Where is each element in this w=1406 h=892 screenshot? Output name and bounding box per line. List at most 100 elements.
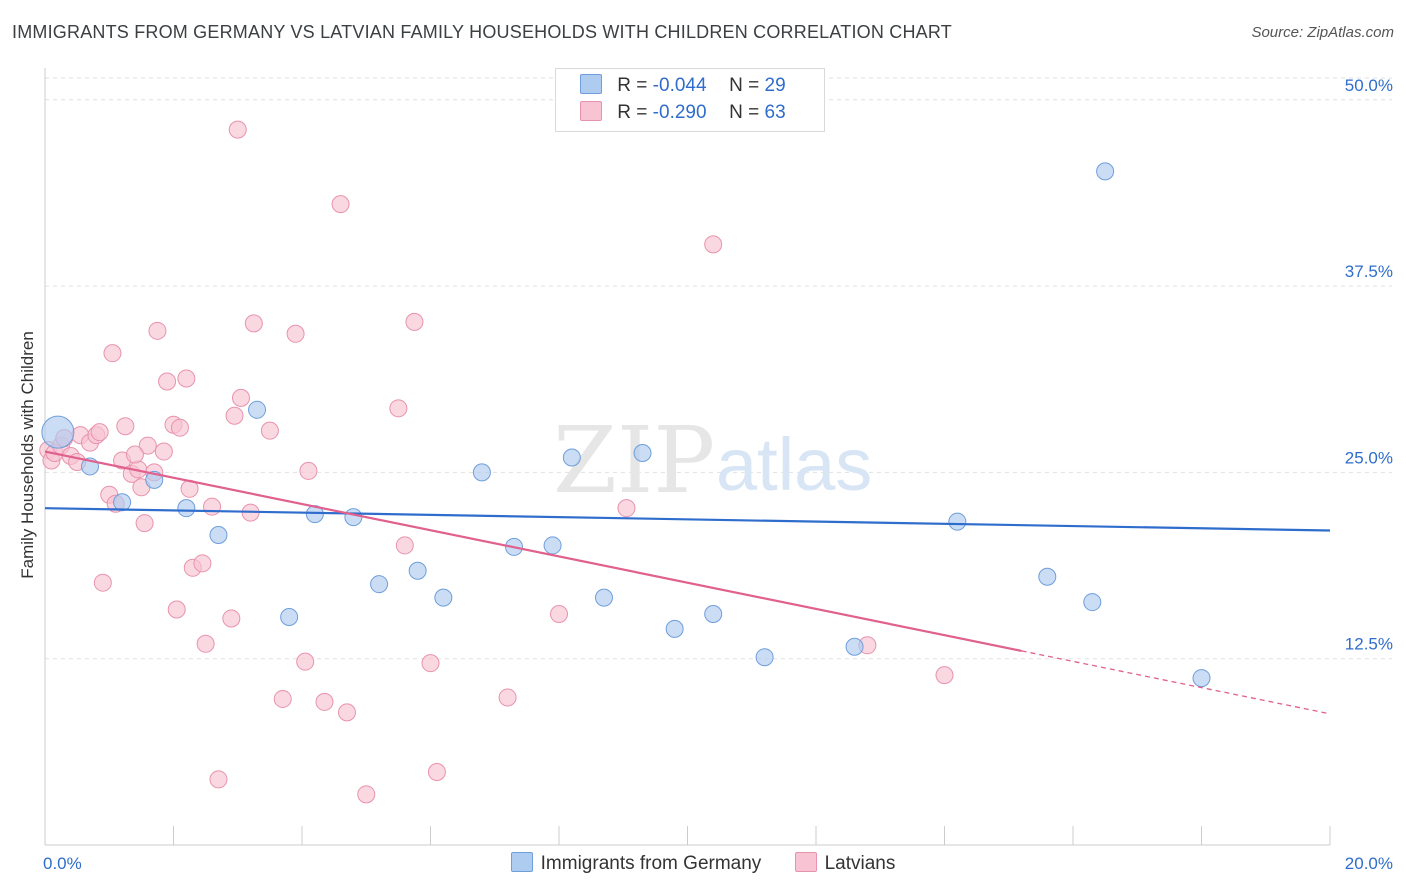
- latvians-point: [138, 436, 157, 455]
- n-value: 29: [764, 75, 786, 96]
- germany-point: [633, 444, 652, 463]
- latvians-point: [395, 536, 414, 555]
- latvians-trend-line-extension: [1021, 650, 1331, 715]
- germany-point: [370, 575, 389, 594]
- latvians-point: [296, 652, 315, 671]
- germany-point: [594, 588, 613, 607]
- latvians-point: [203, 497, 222, 516]
- latvians-point: [244, 314, 263, 333]
- source-label: Source: ZipAtlas.com: [1251, 24, 1394, 41]
- latvians-point: [170, 418, 189, 437]
- latvians-point: [93, 573, 112, 592]
- latvians-point: [617, 499, 636, 518]
- latvians-point: [299, 461, 318, 480]
- latvians-point: [357, 785, 376, 804]
- legend-label-germany: Immigrants from Germany: [540, 853, 762, 874]
- latvians-point: [135, 514, 154, 533]
- watermark-atlas: atlas: [716, 423, 872, 506]
- y-tick-label: 25.0%: [1345, 448, 1393, 467]
- germany-points: [41, 90, 1211, 688]
- latvians-point: [167, 600, 186, 619]
- y-tick-label: 50.0%: [1345, 76, 1393, 95]
- latvians-point: [337, 703, 356, 722]
- r-label: R =: [617, 75, 648, 96]
- latvians-point: [231, 388, 250, 407]
- germany-point: [704, 604, 723, 623]
- latvians-point: [125, 445, 144, 464]
- latvians-point: [148, 321, 167, 340]
- germany-point: [1096, 162, 1115, 181]
- germany-point: [177, 499, 196, 518]
- x-tick-label-max: 20.0%: [1345, 854, 1393, 873]
- germany-trend-line: [44, 507, 1331, 532]
- germany-point: [665, 619, 684, 638]
- latvians-point: [90, 423, 109, 442]
- stats-row-germany: R = -0.044 N = 29: [580, 74, 786, 100]
- trend-lines: [44, 450, 1331, 715]
- germany-point: [562, 448, 581, 467]
- germany-point: [948, 512, 967, 531]
- latvians-point: [421, 654, 440, 673]
- germany-point: [41, 415, 75, 449]
- germany-point: [755, 648, 774, 667]
- latvians-point: [116, 417, 135, 436]
- germany-point: [248, 400, 267, 419]
- latvians-point: [193, 554, 212, 573]
- latvians-point: [209, 770, 228, 789]
- grid-layer: [45, 77, 1392, 660]
- germany-point: [344, 508, 363, 527]
- latvians-point: [704, 235, 723, 254]
- latvians-trend-line: [44, 450, 1022, 652]
- germany-point: [408, 561, 427, 580]
- germany-point: [113, 493, 132, 512]
- germany-point: [1083, 593, 1102, 612]
- germany-legend-swatch: [510, 852, 533, 872]
- latvians-point: [260, 421, 279, 440]
- watermark: ZIP atlas: [553, 407, 872, 514]
- latvians-point: [405, 312, 424, 331]
- n-label: N =: [729, 102, 760, 123]
- latvians-point: [228, 120, 247, 139]
- latvians-swatch: [580, 101, 602, 121]
- legend-item-latvians[interactable]: Latvians: [794, 852, 896, 875]
- tick-labels: 12.5% 25.0% 37.5% 50.0% 0.0% 20.0%: [43, 76, 1393, 873]
- latvians-point: [315, 692, 334, 711]
- stats-legend: R = -0.044 N = 29 R = -0.290 N = 63: [555, 68, 825, 132]
- r-value: -0.044: [652, 75, 707, 96]
- chart-title: IMMIGRANTS FROM GERMANY VS LATVIAN FAMIL…: [12, 22, 952, 42]
- latvians-point: [177, 369, 196, 388]
- germany-point: [472, 463, 491, 482]
- latvians-point: [158, 372, 177, 391]
- latvians-point: [550, 604, 568, 623]
- germany-point: [1192, 669, 1211, 688]
- stats-row-latvians: R = -0.290 N = 63: [580, 101, 786, 127]
- latvians-point: [427, 762, 446, 781]
- germany-point: [1038, 567, 1057, 586]
- latvians-point: [154, 442, 173, 461]
- latvians-points: [39, 120, 954, 804]
- legend-label-latvians: Latvians: [824, 853, 896, 874]
- series-legend: Immigrants from Germany Latvians: [0, 852, 1406, 875]
- y-tick-label: 12.5%: [1345, 635, 1393, 654]
- latvians-legend-swatch: [794, 852, 817, 872]
- n-value: 63: [764, 102, 786, 123]
- germany-point: [434, 588, 453, 607]
- latvians-point: [331, 195, 350, 214]
- latvians-point: [935, 666, 954, 685]
- latvians-point: [222, 609, 241, 628]
- legend-item-germany[interactable]: Immigrants from Germany: [510, 852, 762, 875]
- r-label: R =: [617, 102, 648, 123]
- germany-point: [543, 536, 562, 555]
- germany-point: [845, 637, 864, 656]
- x-tick-label-min: 0.0%: [43, 854, 82, 873]
- latvians-point: [196, 634, 215, 653]
- latvians-point: [273, 689, 292, 708]
- germany-swatch: [580, 74, 602, 94]
- latvians-point: [389, 399, 408, 418]
- latvians-point: [498, 688, 517, 707]
- germany-point: [280, 607, 299, 626]
- r-value: -0.290: [652, 102, 707, 123]
- germany-point: [209, 526, 228, 544]
- latvians-point: [225, 406, 244, 425]
